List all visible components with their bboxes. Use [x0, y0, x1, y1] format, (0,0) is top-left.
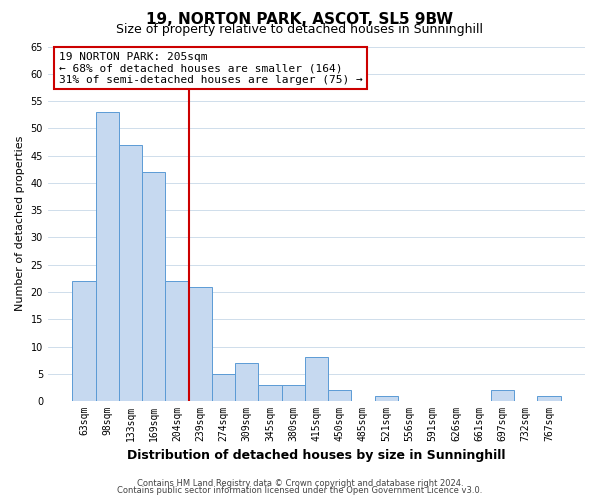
Text: Contains HM Land Registry data © Crown copyright and database right 2024.: Contains HM Land Registry data © Crown c…: [137, 478, 463, 488]
Bar: [259, 384, 281, 401]
Bar: [538, 396, 560, 401]
Text: Contains public sector information licensed under the Open Government Licence v3: Contains public sector information licen…: [118, 486, 482, 495]
Bar: [328, 390, 352, 401]
Text: 19, NORTON PARK, ASCOT, SL5 9BW: 19, NORTON PARK, ASCOT, SL5 9BW: [146, 12, 454, 28]
X-axis label: Distribution of detached houses by size in Sunninghill: Distribution of detached houses by size …: [127, 450, 506, 462]
Bar: [95, 112, 119, 401]
Bar: [73, 281, 95, 401]
Bar: [166, 281, 188, 401]
Bar: [119, 144, 142, 401]
Bar: [281, 384, 305, 401]
Bar: [142, 172, 166, 401]
Text: Size of property relative to detached houses in Sunninghill: Size of property relative to detached ho…: [116, 22, 484, 36]
Bar: [212, 374, 235, 401]
Bar: [305, 358, 328, 401]
Bar: [374, 396, 398, 401]
Text: 19 NORTON PARK: 205sqm
← 68% of detached houses are smaller (164)
31% of semi-de: 19 NORTON PARK: 205sqm ← 68% of detached…: [59, 52, 362, 85]
Bar: [235, 363, 259, 401]
Bar: [491, 390, 514, 401]
Bar: [188, 286, 212, 401]
Y-axis label: Number of detached properties: Number of detached properties: [15, 136, 25, 312]
